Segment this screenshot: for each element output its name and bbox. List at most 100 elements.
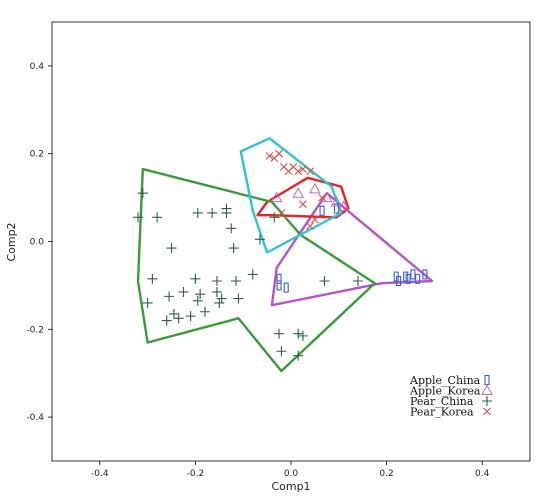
point-pear-china-24-shape [221,207,232,218]
point-pear-korea-8 [306,167,315,176]
point-pear-china-37 [352,276,363,287]
point-pear-korea-12-shape [311,215,319,224]
point-pear-china-7-shape [166,243,177,254]
point-pear-china-27-shape [233,293,244,304]
point-pear-china-26-shape [228,243,239,254]
hull-pear-china [136,167,376,373]
point-apple-korea-0 [292,187,305,198]
point-apple-korea-3 [330,195,343,207]
point-pear-china-19-shape [216,293,227,304]
x-tick-label-0: -0.4 [91,469,109,479]
point-apple-china-11-shape [422,269,428,280]
point-pear-korea-8-shape [306,167,315,176]
point-pear-china-2-shape [142,297,153,308]
point-pear-china-30-shape [269,212,280,223]
point-pear-china-3-shape [147,273,158,284]
point-pear-korea-10-shape [277,209,286,217]
point-pear-china-2 [142,297,153,308]
hull-layer [136,137,434,373]
point-pear-korea-2-shape [275,149,283,158]
point-pear-china-18 [211,276,222,287]
point-layer [133,149,428,361]
point-pear-china-22 [231,276,242,287]
point-pear-china-36-shape [319,276,330,287]
point-pear-china-37-shape [352,276,363,287]
point-pear-korea-9-shape [299,200,307,209]
point-pear-china-33-shape [293,328,304,339]
point-pear-china-12-shape [190,273,201,284]
point-pear-korea-11 [306,222,315,231]
legend-marker-pear-korea-shape [483,407,491,416]
x-tick-label-2: 0.0 [284,469,299,479]
point-pear-korea-0 [265,152,274,160]
point-pear-china-15 [195,289,206,300]
point-apple-china-1 [276,280,282,291]
point-pear-korea-13 [318,193,326,202]
point-pear-china-17 [207,207,218,218]
legend-label-pear-china: Pear_China [410,395,474,408]
point-pear-china-25 [226,223,237,234]
point-pear-korea-7 [299,165,307,173]
point-apple-korea-5 [270,191,283,203]
point-pear-china-29 [254,234,265,245]
point-pear-china-18-shape [211,276,222,287]
point-pear-china-29-shape [254,234,265,245]
hull-pear-korea [239,137,343,254]
point-apple-china-2 [283,282,289,293]
point-pear-china-20-shape [211,286,222,297]
point-apple-korea-4 [337,200,350,211]
point-pear-china-10 [178,286,189,297]
point-pear-china-26 [228,243,239,254]
legend-marker-pear-china-shape [482,396,492,406]
point-pear-korea-9 [299,200,307,209]
tick-layer: -0.4 -0.2 0.0 0.2 0.4 -0.4 -0.2 0.0 0.2 0.4 [26,62,489,479]
point-apple-china-0 [276,273,282,284]
point-pear-korea-13-shape [318,193,326,202]
point-apple-china-1-shape [276,280,282,291]
point-pear-korea-7-shape [299,165,307,173]
point-apple-china-9 [410,269,416,280]
point-pear-china-13-shape [192,295,203,306]
point-pear-china-35 [297,330,308,341]
point-pear-china-21 [214,297,225,308]
point-pear-china-5 [161,315,172,326]
y-tick-label-1: -0.2 [26,325,44,335]
point-pear-china-5-shape [161,315,172,326]
point-apple-china-8 [405,273,411,284]
point-pear-china-16 [199,306,210,317]
point-apple-korea-1 [309,182,321,194]
point-pear-china-9-shape [173,313,184,324]
point-apple-korea-5-shape [270,191,283,203]
point-pear-china-0 [133,212,144,223]
point-apple-china-2-shape [283,282,289,293]
point-apple-china-4-shape [333,203,339,214]
point-pear-china-27 [233,293,244,304]
legend-marker-apple-china [484,374,490,386]
point-pear-korea-6 [294,167,303,176]
point-pear-china-0-shape [133,212,144,223]
legend-marker-apple-korea-shape [481,384,493,395]
point-pear-china-10-shape [178,286,189,297]
legend-marker-apple-china-shape [484,374,490,386]
point-apple-korea-0-shape [292,187,305,198]
point-apple-china-4 [333,203,339,214]
y-tick-label-0: -0.4 [26,413,44,423]
point-pear-china-7 [166,243,177,254]
x-axis-title: Comp1 [271,480,310,493]
point-pear-china-11 [185,311,196,322]
point-apple-korea-2-shape [321,191,333,203]
point-pear-china-34 [293,350,304,361]
point-pear-china-25-shape [226,223,237,234]
point-pear-china-20 [211,286,222,297]
point-pear-china-17-shape [207,207,218,218]
point-apple-korea-4-shape [337,200,350,211]
point-pear-china-9 [173,313,184,324]
point-pear-korea-12 [311,215,319,224]
legend-label-apple-china: Apple_China [409,374,481,387]
point-pear-china-4-shape [152,212,163,223]
point-pear-china-22-shape [231,276,242,287]
point-pear-korea-10 [277,209,286,217]
point-apple-china-8-shape [405,273,411,284]
point-apple-china-10-shape [415,273,421,284]
legend-label-pear-korea: Pear_Korea [410,406,474,419]
